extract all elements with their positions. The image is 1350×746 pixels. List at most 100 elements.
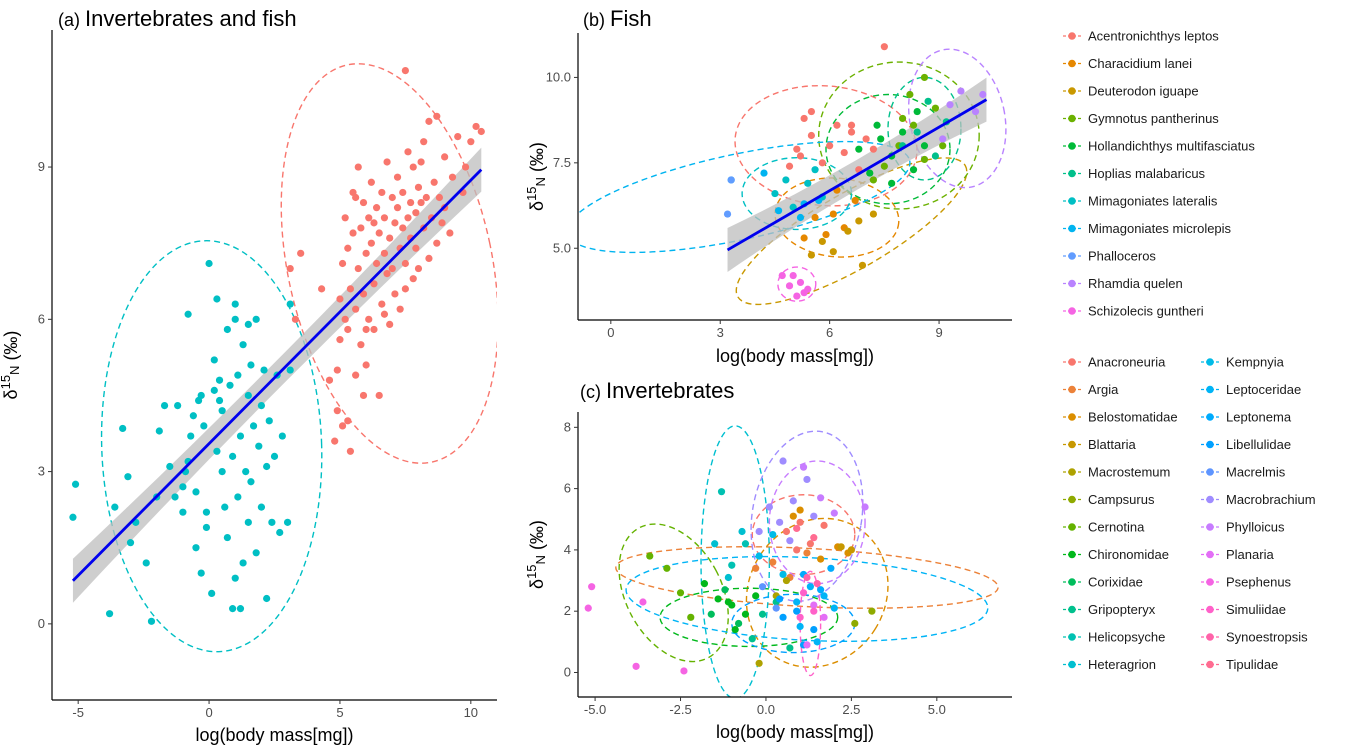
point-psephenus xyxy=(632,662,640,670)
legend-key-dot xyxy=(1068,59,1076,68)
point-fish xyxy=(396,305,404,313)
point-invertebrates xyxy=(205,259,213,268)
point-invertebrates xyxy=(202,508,211,516)
legend-label: Macrostemum xyxy=(1088,465,1170,480)
point-invertebrates xyxy=(111,503,119,511)
point-acentronichthys-leptos xyxy=(862,135,870,143)
point-invertebrates xyxy=(221,503,229,511)
point-fish xyxy=(417,158,425,166)
legend-label: Argia xyxy=(1088,382,1119,397)
point-rhamdia-quelen xyxy=(957,87,965,95)
legend-fish: Acentronichthys leptos Characidium lanei D… xyxy=(1063,29,1255,319)
ellipse-Gymnotus pantherinus xyxy=(818,61,980,210)
point-invertebrates xyxy=(278,432,286,440)
x-tick-label: 9 xyxy=(935,325,942,340)
point-libellulidae xyxy=(810,625,818,634)
point-invertebrates xyxy=(223,533,231,542)
y-axis-label-part: (‰) xyxy=(1,331,21,366)
point-fish xyxy=(420,138,428,146)
point-fish xyxy=(435,193,444,202)
point-psephenus xyxy=(584,604,592,612)
legend-label: Leptoceridae xyxy=(1226,382,1301,397)
x-axis-label: log(body mass[mg]) xyxy=(716,346,874,366)
panel-tag: (c) xyxy=(580,382,606,402)
point-fish xyxy=(286,264,294,273)
legend-key-dot xyxy=(1206,495,1214,504)
point-psephenus xyxy=(588,583,596,591)
legend-label: Acentronichthys leptos xyxy=(1088,29,1219,44)
point-fish xyxy=(414,183,423,191)
x-tick-label: 5.0 xyxy=(928,702,946,717)
x-tick-label: 0 xyxy=(607,325,614,340)
point-hollandichthys-multifasciatus xyxy=(913,107,921,116)
point-fish xyxy=(367,239,375,247)
legend-key-dot xyxy=(1206,605,1214,614)
point-campsurus xyxy=(868,607,876,615)
point-invertebrates xyxy=(244,518,252,526)
legend-key-dot xyxy=(1068,307,1076,315)
point-rhamdia-quelen xyxy=(979,90,987,99)
panel-c: (c) Invertebrates -5.0 -2.5 0.0 2.5 5.0 0 2 4 6 8 l… xyxy=(524,378,1012,742)
point-fish xyxy=(425,254,433,263)
point-invertebrates xyxy=(192,544,200,552)
point-synoestropsis xyxy=(813,580,821,588)
point-planaria xyxy=(820,613,828,621)
point-blattaria xyxy=(847,546,855,554)
plot-area-c xyxy=(584,425,999,697)
point-invertebrates xyxy=(200,422,208,430)
point-chironomidae xyxy=(731,625,739,634)
point-invertebrates xyxy=(160,402,169,410)
point-fish xyxy=(344,417,352,425)
point-fish xyxy=(352,193,360,202)
point-acentronichthys-leptos xyxy=(800,114,808,123)
point-rhamdia-quelen xyxy=(971,107,980,116)
point-gripopteryx xyxy=(758,610,767,618)
point-invertebrates xyxy=(270,452,279,460)
point-invertebrates xyxy=(247,478,255,486)
legend-key-dot xyxy=(1068,358,1076,366)
panel-title-text: Invertebrates and fish xyxy=(85,6,297,31)
point-acentronichthys-leptos xyxy=(880,43,888,51)
point-hoplias-malabaricus xyxy=(931,152,940,160)
point-invertebrates xyxy=(242,467,250,476)
point-invertebrates xyxy=(226,381,234,389)
point-deuterodon-iguape xyxy=(858,261,867,269)
point-fish xyxy=(362,325,370,334)
ellipse-Chironomidae xyxy=(659,587,839,648)
point-mimagoniates-lateralis xyxy=(789,203,797,211)
panel-b: (b) Fish 0 3 6 9 5.0 7.5 10.0 log(body mass[mg])… xyxy=(524,6,1012,366)
point-fish xyxy=(430,178,438,186)
point-fish xyxy=(383,270,391,278)
point-hoplias-malabaricus xyxy=(924,97,932,105)
point-kempnyia xyxy=(769,530,777,539)
point-acentronichthys-leptos xyxy=(840,148,848,157)
point-fish xyxy=(407,198,415,207)
point-invertebrates xyxy=(255,442,263,450)
point-fish xyxy=(422,193,430,202)
point-acentronichthys-leptos xyxy=(807,107,816,116)
point-fish xyxy=(409,163,417,171)
point-anacroneuria xyxy=(796,518,804,526)
point-hollandichthys-multifasciatus xyxy=(898,128,907,136)
legend-key-dot xyxy=(1206,578,1214,586)
ellipse-Mimagoniates microlepis xyxy=(578,140,911,254)
point-invertebrates xyxy=(179,483,187,491)
point-invertebrates xyxy=(257,503,266,511)
point-mimagoniates-microlepis xyxy=(774,207,783,215)
point-leptoceridae xyxy=(793,598,801,606)
point-synoestropsis xyxy=(803,573,811,582)
point-fish xyxy=(404,148,412,156)
legend-label: Planaria xyxy=(1226,547,1274,562)
legend-key-dot xyxy=(1206,660,1214,669)
panel-title-a: (a) Invertebrates and fish xyxy=(58,6,297,31)
point-gymnotus-pantherinus xyxy=(898,114,907,123)
panel-title-text: Invertebrates xyxy=(606,378,734,403)
point-invertebrates xyxy=(263,462,271,471)
point-mimagoniates-lateralis xyxy=(804,179,812,187)
point-helicopsyche xyxy=(741,540,750,548)
legend-label: Mimagoniates microlepis xyxy=(1088,221,1232,236)
point-macrobrachium xyxy=(786,537,794,545)
point-simuliidae xyxy=(796,613,804,621)
plot-area-b xyxy=(578,43,1007,306)
point-fish xyxy=(338,422,347,430)
